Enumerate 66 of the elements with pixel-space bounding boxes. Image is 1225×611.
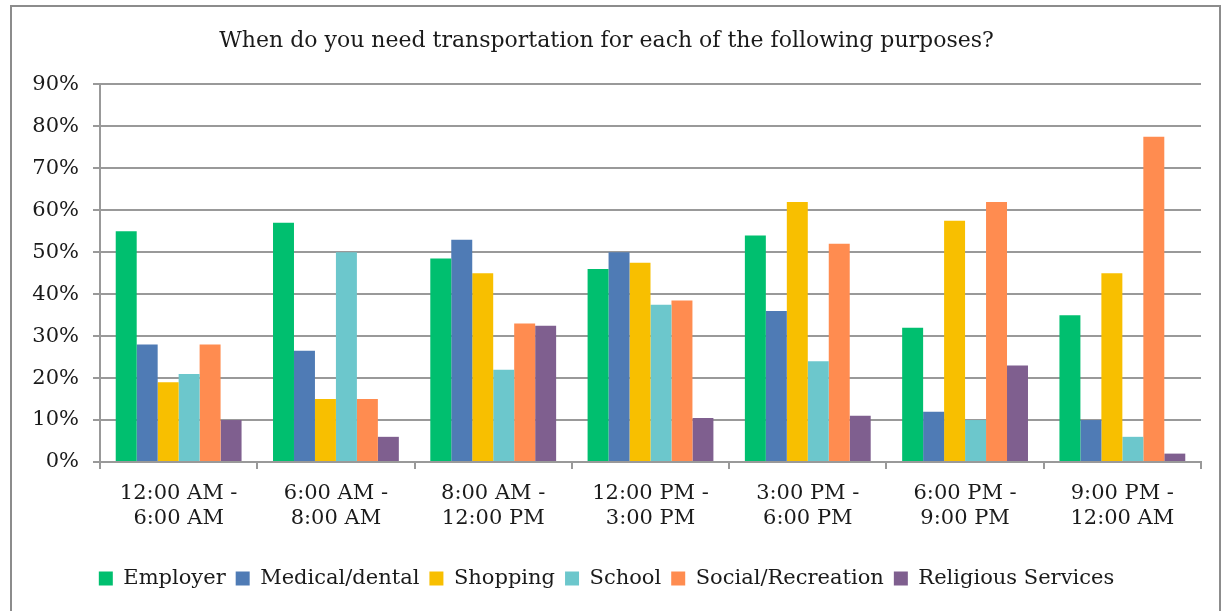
bar [220,420,242,461]
legend-label: Medical/dental [260,564,420,589]
x-tick-label: 12:00 PM - 3:00 PM [592,480,709,530]
bar [986,201,1008,461]
x-tick-label: 6:00 AM - 8:00 AM [283,480,389,530]
bar [608,252,630,461]
bar [293,350,315,461]
bar [178,373,200,461]
bar [629,262,651,461]
bar [451,239,473,461]
bar [356,399,378,461]
bar [136,344,158,461]
bar [514,323,536,461]
bar [199,344,221,461]
x-tick-label: 6:00 PM - 9:00 PM [913,480,1017,530]
y-tick-label: 80% [32,112,79,137]
bar [807,361,829,461]
y-tick-label: 20% [32,364,79,389]
bar [1143,136,1165,461]
bar [314,399,336,461]
x-tick-label: 9:00 PM - 12:00 AM [1070,480,1175,530]
bar [493,369,515,461]
bar [650,304,672,461]
legend-label: Shopping [453,564,556,589]
bar [1059,315,1081,461]
bar [157,382,179,461]
legend-label: School [589,564,662,589]
bar [472,273,494,461]
bar [535,325,557,461]
x-tick-label: 12:00 AM - 6:00 AM [119,480,238,530]
y-tick-label: 70% [32,154,79,179]
legend-label: Social/Recreation [695,564,884,589]
x-tick-label: 3:00 PM - 6:00 PM [756,480,860,530]
bar [1122,436,1144,461]
y-tick-label: 90% [32,70,79,95]
bar [671,300,693,461]
bar [1007,365,1028,461]
bar [587,269,609,461]
bar [115,231,137,461]
bar [765,310,787,461]
bar [273,222,294,461]
y-tick-label: 10% [32,406,79,431]
bar [1164,453,1186,461]
y-tick-label: 40% [32,280,79,305]
bar [430,258,452,461]
bar [335,252,357,461]
y-tick-label: 50% [32,238,79,263]
bar [1080,420,1102,461]
bar [849,415,871,461]
bar [965,420,987,461]
bar [786,201,808,461]
chart-title: When do you need transportation for each of the following purposes? [219,26,994,52]
y-tick-label: 60% [32,196,79,221]
y-tick-label: 30% [32,322,79,347]
x-tick-label: 8:00 AM - 12:00 PM [441,480,546,530]
bar [902,327,924,461]
y-tick-label: 0% [45,448,79,473]
bar [744,235,766,461]
bar [944,220,966,461]
legend-label: Employer [123,564,227,589]
bar [923,411,945,461]
bar [828,243,850,461]
bar [692,417,714,461]
legend-label: Religious Services [918,564,1115,589]
bar [377,436,399,461]
bar [1101,273,1123,461]
